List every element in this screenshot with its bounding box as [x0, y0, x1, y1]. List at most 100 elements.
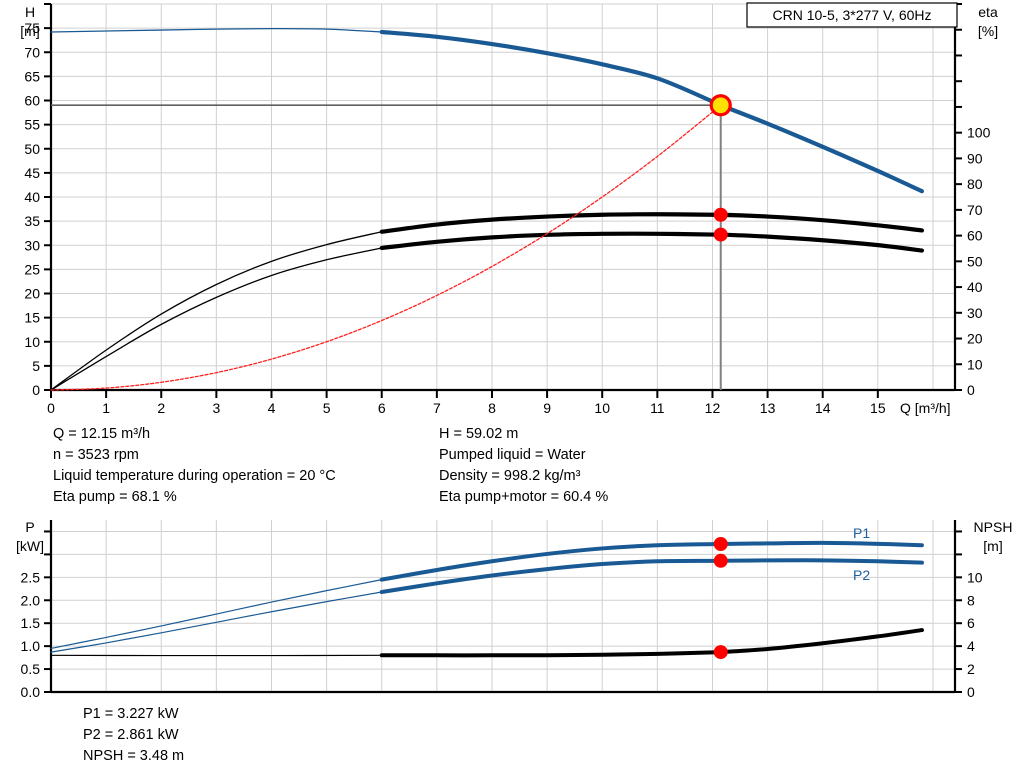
svg-text:5: 5: [323, 400, 331, 416]
curve-5: [379, 628, 924, 658]
svg-text:0.5: 0.5: [21, 661, 41, 677]
svg-text:100: 100: [967, 125, 991, 141]
operating-data-bottom: P1 = 3.227 kW P2 = 2.861 kW NPSH = 3.48 …: [83, 704, 184, 767]
duty-point: [709, 94, 732, 117]
svg-text:70: 70: [967, 202, 983, 218]
x-axis-label: Q [m³/h]: [900, 400, 951, 416]
power-npsh-chart-svg: 0.00.51.01.52.02.50246810P[kW]NPSH[m]P1P…: [16, 519, 1012, 700]
info-n: n = 3523 rpm: [53, 447, 139, 463]
svg-text:8: 8: [488, 400, 496, 416]
operating-data-top-left: Q = 12.15 m³/h n = 3523 rpm Liquid tempe…: [53, 424, 439, 508]
svg-text:45: 45: [24, 165, 40, 181]
info-temp: Liquid temperature during operation = 20…: [53, 468, 336, 484]
curve-1: [379, 540, 924, 582]
svg-text:2: 2: [157, 400, 165, 416]
svg-text:8: 8: [967, 592, 975, 608]
info-q: Q = 12.15 m³/h: [53, 426, 151, 442]
head-efficiency-chart: 0 5 10 15 20 25 30 35 40 45 50 55 60 65 70 75 0 10 20 30 40 5…: [20, 2, 998, 416]
curve-6: [50, 104, 722, 391]
left-axis-ticks: 0.0 0.5 1.0 1.5 2.0 2.5: [21, 530, 51, 700]
axis-titles: P [kW] NPSH [m]: [16, 519, 1012, 554]
svg-text:11: 11: [650, 400, 665, 416]
right-axis-ticks: 0 10 20 30 40 50 60 70 80 90 100: [955, 3, 991, 398]
svg-text:2.5: 2.5: [21, 569, 41, 585]
svg-text:60: 60: [967, 228, 983, 244]
left-axis-ticks: 0 5 10 15 20 25 30 35 40 45 50 55 60 65 70 75: [24, 3, 51, 398]
right-axis-ticks: 0 2 4 6 8 10: [955, 530, 983, 700]
svg-text:4: 4: [967, 638, 975, 654]
grid-lines: [51, 3, 955, 390]
left-axis-unit: [m]: [20, 23, 39, 39]
axes: [49, 520, 957, 694]
info-p1: P1 = 3.227 kW: [83, 706, 179, 722]
svg-text:60: 60: [24, 93, 40, 109]
svg-text:0: 0: [967, 684, 975, 700]
svg-text:30: 30: [24, 237, 40, 253]
svg-text:2: 2: [967, 661, 975, 677]
svg-text:35: 35: [24, 213, 40, 229]
power-npsh-chart: 0.0 0.5 1.0 1.5 2.0 2.5 0 2 4 6 8 10 P [kW] NPSH [m] P1 P…: [0, 512, 1024, 702]
eta-pump-motor-point: [713, 227, 728, 242]
svg-text:14: 14: [815, 400, 831, 416]
svg-text:20: 20: [967, 331, 983, 347]
curves: [50, 540, 924, 658]
right-axis-unit: [m]: [983, 538, 1002, 554]
duty-point-crosshair: [51, 104, 722, 390]
curve-5: [379, 231, 925, 253]
svg-text:1.5: 1.5: [21, 615, 41, 631]
p2-point: [713, 553, 728, 568]
info-h: H = 59.02 m: [439, 426, 519, 442]
right-axis-name: eta: [978, 4, 998, 20]
svg-text:0.0: 0.0: [21, 684, 41, 700]
curve-4: [50, 247, 383, 391]
svg-text:75: 75: [24, 20, 40, 36]
svg-text:1.0: 1.0: [21, 638, 41, 654]
svg-text:65: 65: [24, 68, 40, 84]
curves: [50, 27, 925, 391]
info-p2: P2 = 2.861 kW: [83, 727, 179, 743]
svg-text:55: 55: [24, 117, 40, 133]
svg-text:0: 0: [32, 382, 40, 398]
eta-pump-point: [713, 207, 728, 222]
markers: [713, 536, 728, 660]
operating-data-top-right: H = 59.02 m Pumped liquid = Water Densit…: [439, 424, 608, 508]
svg-text:70: 70: [24, 44, 40, 60]
svg-text:10: 10: [967, 356, 983, 372]
curve-0: [50, 579, 383, 650]
title-box-rect: [746, 2, 958, 28]
svg-text:2.0: 2.0: [21, 592, 41, 608]
svg-text:30: 30: [967, 305, 983, 321]
curve-0: [50, 27, 383, 33]
curve-2: [50, 591, 383, 653]
svg-text:12: 12: [705, 400, 721, 416]
svg-text:0: 0: [967, 382, 975, 398]
svg-text:15: 15: [870, 400, 886, 416]
svg-text:9: 9: [543, 400, 551, 416]
info-liquid: Pumped liquid = Water: [439, 447, 586, 463]
head-efficiency-chart-svg: 0510152025303540455055606570750102030405…: [20, 2, 998, 416]
svg-text:4: 4: [268, 400, 276, 416]
grid-lines: [51, 520, 955, 692]
p1-curve-label: P1: [853, 525, 870, 541]
svg-text:3: 3: [212, 400, 220, 416]
svg-text:6: 6: [967, 615, 975, 631]
svg-text:10: 10: [24, 334, 40, 350]
right-axis-name: NPSH: [974, 519, 1013, 535]
svg-text:90: 90: [967, 150, 983, 166]
curve-1: [379, 29, 925, 194]
svg-text:40: 40: [24, 189, 40, 205]
curve-3: [379, 212, 925, 234]
svg-text:7: 7: [433, 400, 441, 416]
svg-text:50: 50: [24, 141, 40, 157]
operating-data-top: Q = 12.15 m³/h n = 3523 rpm Liquid tempe…: [53, 424, 953, 508]
svg-text:5: 5: [32, 358, 40, 374]
npsh-point: [713, 645, 728, 660]
svg-text:13: 13: [760, 400, 776, 416]
svg-text:0: 0: [47, 400, 55, 416]
svg-text:15: 15: [24, 310, 40, 326]
svg-text:10: 10: [967, 569, 983, 585]
markers: [709, 94, 732, 242]
axis-titles: H [m] eta [%]: [20, 4, 998, 39]
svg-text:6: 6: [378, 400, 386, 416]
p2-curve-label: P2: [853, 567, 870, 583]
